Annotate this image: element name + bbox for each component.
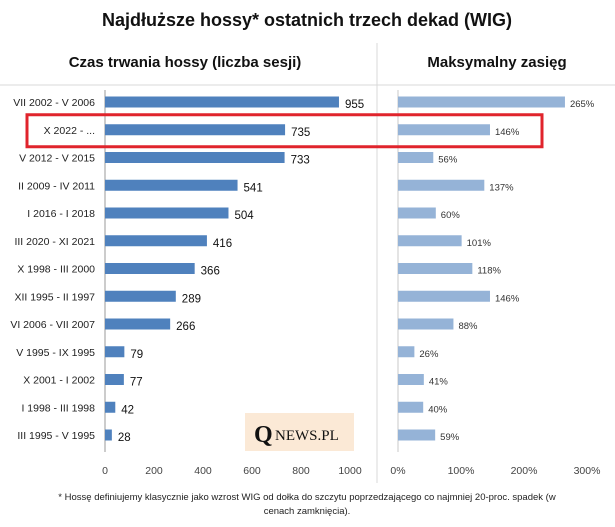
duration-value-label: 77 [130,377,143,389]
duration-bar [105,429,112,441]
duration-value-label: 79 [130,349,143,361]
category-label: V 2012 - V 2015 [19,153,95,165]
range-bar [398,207,436,219]
duration-bar [105,290,176,302]
x-tick-label: 0% [390,465,405,477]
x-tick-label: 600 [243,465,261,477]
range-bar [398,124,490,136]
range-bar [398,235,462,247]
x-tick-label: 300% [574,465,601,477]
category-label: VII 2002 - V 2006 [13,97,95,109]
duration-value-label: 955 [345,99,364,111]
footnote-line-1: * Hossę definiujemy klasycznie jako wzro… [58,492,556,503]
x-tick-label: 200 [145,465,163,477]
x-tick-label: 100% [448,465,475,477]
x-tick-label: 1000 [338,465,362,477]
duration-value-label: 42 [121,404,134,416]
range-value-label: 59% [440,432,460,443]
duration-value-label: 735 [291,127,310,139]
x-tick-label: 800 [292,465,310,477]
range-bar [398,374,424,385]
category-label: X 2022 - ... [44,125,95,137]
range-bar [398,152,434,163]
range-value-label: 26% [419,349,439,360]
duration-bar [105,207,229,219]
left-ticks-group: 0 200 400 600 800 1000 [102,465,362,477]
x-tick-label: 0 [102,465,108,477]
range-value-label: 88% [458,321,478,332]
range-value-label: 101% [467,238,492,249]
category-label: I 2016 - I 2018 [27,208,95,220]
duration-value-label: 289 [182,293,201,305]
range-bar [398,401,424,413]
category-label: III 2020 - XI 2021 [14,236,95,248]
duration-value-label: 28 [118,432,131,444]
logo-background [245,413,354,451]
duration-bar [105,235,207,247]
qnews-logo: Q NEWS.PL [245,413,354,451]
category-label: III 1995 - V 1995 [17,430,95,442]
range-value-label: 60% [441,210,461,221]
range-value-label: 137% [489,182,514,193]
category-label: V 1995 - IX 1995 [16,347,95,359]
duration-bar [105,263,195,274]
duration-value-label: 733 [291,155,310,167]
duration-value-label: 416 [213,238,232,250]
duration-value-label: 541 [244,182,263,194]
range-value-label: 146% [495,293,520,304]
category-label: X 2001 - I 2002 [23,375,95,387]
duration-bar [105,152,285,163]
range-bar [398,290,490,302]
range-value-label: 40% [428,404,448,415]
duration-bar [105,374,124,385]
right-ticks-group: 0% 100% 200% 300% [390,465,600,477]
x-tick-label: 400 [194,465,212,477]
logo-q: Q [254,422,273,448]
duration-bar [105,318,171,330]
range-value-label: 118% [477,266,501,277]
duration-bar [105,96,339,108]
chart-title: Najdłuższe hossy* ostatnich trzech dekad… [102,10,512,30]
right-panel-title: Maksymalny zasięg [427,54,566,71]
category-label: VI 2006 - VII 2007 [10,319,95,331]
duration-bar [105,401,116,413]
range-value-label: 41% [429,377,449,388]
range-value-label: 265% [570,99,595,110]
logo-text: NEWS.PL [275,428,339,444]
range-value-label: 56% [438,155,458,166]
range-bar [398,429,436,441]
category-label: X 1998 - III 2000 [17,264,95,276]
range-bar [398,263,473,274]
footnote-line-2: cenach zamknięcia). [264,506,351,517]
highlight-box [25,113,544,149]
duration-value-label: 504 [234,210,254,222]
left-bars-group: VII 2002 - V 2006 955 X 2022 - ... 735 V 201… [10,96,364,444]
range-bar [398,318,454,330]
duration-bar [105,179,238,191]
category-label: XII 1995 - II 1997 [14,291,95,303]
range-bar [398,346,415,358]
duration-value-label: 266 [176,321,195,333]
duration-bar [105,124,286,136]
left-panel-title: Czas trwania hossy (liczba sesji) [69,54,302,71]
range-value-label: 146% [495,127,520,138]
right-bars-group: 265% 146% 56% 137% 60% 101% 118% 146% 88% 26% 41% 4… [398,96,595,443]
duration-value-label: 366 [201,266,220,278]
category-label: II 2009 - IV 2011 [18,180,95,192]
range-bar [398,96,565,108]
duration-bar [105,346,125,358]
category-label: I 1998 - III 1998 [21,402,95,414]
range-bar [398,179,485,191]
x-tick-label: 200% [511,465,538,477]
